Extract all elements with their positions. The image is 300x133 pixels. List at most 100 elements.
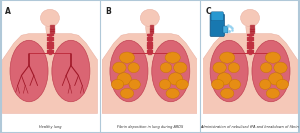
Bar: [49, 34, 51, 54]
Polygon shape: [29, 53, 49, 54]
Ellipse shape: [166, 88, 179, 98]
Bar: [250, 32, 254, 33]
Bar: [50, 29, 54, 31]
Ellipse shape: [40, 9, 59, 27]
Bar: [50, 27, 54, 29]
Ellipse shape: [260, 79, 271, 90]
Bar: [224, 26, 228, 33]
Ellipse shape: [140, 9, 159, 27]
Polygon shape: [146, 26, 154, 34]
Text: Healthy lung: Healthy lung: [39, 125, 61, 129]
Bar: [50, 32, 54, 33]
Ellipse shape: [220, 52, 235, 63]
Text: C: C: [206, 7, 211, 16]
Bar: [248, 42, 253, 43]
FancyBboxPatch shape: [211, 12, 224, 21]
Bar: [150, 25, 154, 26]
Bar: [248, 34, 253, 35]
Ellipse shape: [274, 62, 287, 73]
Polygon shape: [102, 34, 197, 113]
Bar: [150, 32, 154, 33]
Polygon shape: [51, 53, 71, 54]
Ellipse shape: [120, 88, 134, 98]
Ellipse shape: [159, 79, 171, 90]
Text: Fibrin deposition in lung during ARDS: Fibrin deposition in lung during ARDS: [117, 125, 183, 129]
Bar: [47, 44, 52, 46]
Bar: [147, 39, 152, 40]
Ellipse shape: [165, 52, 180, 63]
Bar: [47, 39, 52, 40]
Bar: [250, 25, 254, 26]
Bar: [148, 34, 151, 54]
Polygon shape: [151, 53, 171, 54]
Ellipse shape: [52, 40, 90, 102]
Bar: [250, 29, 254, 31]
Ellipse shape: [220, 88, 234, 98]
Ellipse shape: [174, 62, 187, 73]
Bar: [47, 52, 52, 53]
Bar: [147, 50, 152, 51]
Ellipse shape: [10, 40, 48, 102]
Ellipse shape: [53, 17, 57, 20]
Polygon shape: [46, 26, 54, 34]
Ellipse shape: [168, 73, 183, 85]
Ellipse shape: [265, 52, 280, 63]
Ellipse shape: [252, 40, 290, 102]
Ellipse shape: [129, 79, 140, 90]
Bar: [150, 27, 154, 29]
Bar: [147, 34, 152, 35]
Bar: [47, 42, 52, 43]
Polygon shape: [229, 53, 249, 54]
Bar: [248, 50, 253, 51]
Ellipse shape: [276, 79, 289, 90]
Text: Administration of nebulised tPA and breakdown of fibrin: Administration of nebulised tPA and brea…: [201, 125, 299, 129]
Text: B: B: [105, 7, 111, 16]
Ellipse shape: [241, 9, 260, 27]
Ellipse shape: [111, 79, 124, 90]
Ellipse shape: [119, 52, 135, 63]
Bar: [147, 52, 152, 53]
Bar: [147, 47, 152, 48]
Bar: [50, 25, 54, 26]
Bar: [248, 52, 253, 53]
Ellipse shape: [212, 79, 224, 90]
Ellipse shape: [128, 63, 140, 73]
Ellipse shape: [153, 17, 157, 20]
Ellipse shape: [176, 79, 188, 90]
Bar: [47, 47, 52, 48]
Polygon shape: [2, 34, 98, 113]
Text: A: A: [5, 7, 11, 16]
Ellipse shape: [229, 79, 241, 90]
FancyBboxPatch shape: [210, 14, 224, 36]
Bar: [147, 42, 152, 43]
Bar: [249, 34, 251, 54]
Ellipse shape: [152, 40, 190, 102]
Ellipse shape: [213, 62, 226, 73]
Polygon shape: [246, 26, 254, 34]
Polygon shape: [251, 53, 271, 54]
Ellipse shape: [117, 73, 131, 85]
Ellipse shape: [110, 40, 148, 102]
Bar: [47, 37, 52, 38]
Bar: [47, 34, 52, 35]
Bar: [147, 44, 152, 46]
Bar: [150, 29, 154, 31]
Bar: [248, 37, 253, 38]
Ellipse shape: [228, 63, 240, 73]
Ellipse shape: [268, 73, 283, 85]
Ellipse shape: [266, 88, 280, 98]
Bar: [248, 47, 253, 48]
Polygon shape: [202, 34, 298, 113]
Ellipse shape: [160, 63, 172, 73]
Ellipse shape: [210, 40, 248, 102]
Polygon shape: [129, 53, 148, 54]
Ellipse shape: [113, 62, 126, 73]
Bar: [147, 37, 152, 38]
Bar: [47, 50, 52, 51]
Ellipse shape: [253, 17, 257, 20]
Ellipse shape: [217, 73, 232, 85]
Ellipse shape: [260, 63, 272, 73]
Bar: [248, 39, 253, 40]
Bar: [248, 44, 253, 46]
Bar: [250, 27, 254, 29]
